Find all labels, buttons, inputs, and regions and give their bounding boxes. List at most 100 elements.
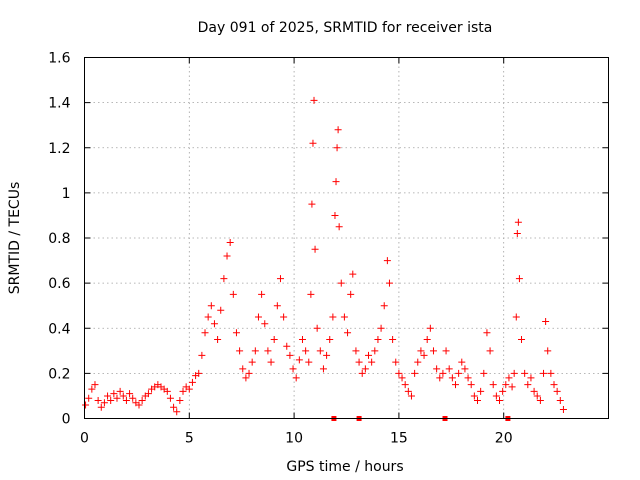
data-point: [298, 336, 306, 344]
data-point: [361, 365, 369, 373]
data-point: [365, 351, 373, 359]
data-point: [319, 365, 327, 373]
data-point: [470, 392, 478, 400]
data-point: [349, 270, 357, 278]
data-point: [204, 313, 212, 321]
plot-frame: [84, 57, 609, 419]
data-point: [198, 351, 206, 359]
data-point: [556, 396, 564, 404]
data-point: [335, 223, 343, 231]
x-tick-label: 0: [80, 431, 89, 447]
data-point: [226, 239, 234, 247]
data-point: [333, 144, 341, 152]
data-point: [201, 329, 209, 337]
data-point: [395, 369, 403, 377]
data-point: [458, 358, 466, 366]
data-point: [477, 387, 485, 395]
data-point: [464, 374, 472, 382]
data-point: [536, 396, 544, 404]
data-point: [302, 347, 310, 355]
data-point: [433, 365, 441, 373]
data-point: [389, 336, 397, 344]
data-point: [273, 302, 281, 310]
data-point: [309, 139, 317, 147]
data-point: [461, 365, 469, 373]
data-point: [448, 374, 456, 382]
data-point: [423, 336, 431, 344]
data-point: [229, 290, 237, 298]
y-tick-label: 0.6: [48, 276, 70, 292]
data-point: [308, 200, 316, 208]
data-point: [188, 378, 196, 386]
data-point: [258, 290, 266, 298]
data-point: [527, 374, 535, 382]
data-point: [267, 358, 275, 366]
data-point: [104, 392, 112, 400]
data-point: [502, 381, 510, 389]
data-point: [380, 302, 388, 310]
data-point: [232, 329, 240, 337]
data-point: [411, 369, 419, 377]
chart-title: Day 091 of 2025, SRMTID for receiver ist…: [198, 20, 493, 36]
data-point: [547, 369, 555, 377]
data-point: [331, 211, 339, 219]
data-point: [401, 381, 409, 389]
data-point: [91, 381, 99, 389]
data-point: [377, 324, 385, 332]
data-point: [223, 252, 231, 260]
data-point: [407, 392, 415, 400]
data-point: [97, 403, 105, 411]
data-point: [451, 381, 459, 389]
data-point: [505, 374, 513, 382]
data-point: [513, 229, 521, 237]
y-tick-label: 1.4: [48, 96, 70, 112]
data-point: [220, 275, 228, 283]
data-point: [313, 324, 321, 332]
data-point: [261, 320, 269, 328]
data-point: [383, 257, 391, 265]
data-point: [480, 369, 488, 377]
data-point: [163, 387, 171, 395]
y-tick-label: 0.8: [48, 231, 70, 247]
grid-lines: [84, 57, 609, 419]
data-point: [116, 387, 124, 395]
data-point: [334, 126, 342, 134]
data-point: [483, 329, 491, 337]
data-point: [374, 336, 382, 344]
x-axis-label: GPS time / hours: [286, 459, 403, 475]
data-point: [316, 347, 324, 355]
data-point: [332, 178, 340, 186]
y-tick-label: 1.6: [48, 51, 70, 67]
data-point: [82, 401, 90, 409]
data-point: [559, 405, 567, 413]
data-point: [248, 358, 256, 366]
data-point: [173, 408, 181, 416]
data-point: [542, 317, 550, 325]
y-tick-label: 0.2: [48, 366, 70, 382]
data-point: [292, 374, 300, 382]
data-point: [499, 387, 507, 395]
data-point: [508, 383, 516, 391]
data-point: [514, 218, 522, 226]
data-point: [455, 369, 463, 377]
data-point: [358, 369, 366, 377]
data-point: [254, 313, 262, 321]
y-tick-label: 1.2: [48, 141, 70, 157]
data-point: [295, 356, 303, 364]
data-point: [85, 394, 93, 402]
data-point: [352, 347, 360, 355]
y-tick-label: 0: [62, 412, 71, 428]
data-point: [207, 302, 215, 310]
data-point: [166, 394, 174, 402]
data-point: [439, 369, 447, 377]
data-point: [270, 336, 278, 344]
data-point: [305, 358, 313, 366]
x-tick-label: 10: [285, 431, 303, 447]
data-point: [467, 381, 475, 389]
data-point: [245, 369, 253, 377]
data-point: [340, 313, 348, 321]
data-point: [214, 336, 222, 344]
data-point: [540, 369, 548, 377]
data-point: [512, 313, 520, 321]
data-point: [176, 396, 184, 404]
